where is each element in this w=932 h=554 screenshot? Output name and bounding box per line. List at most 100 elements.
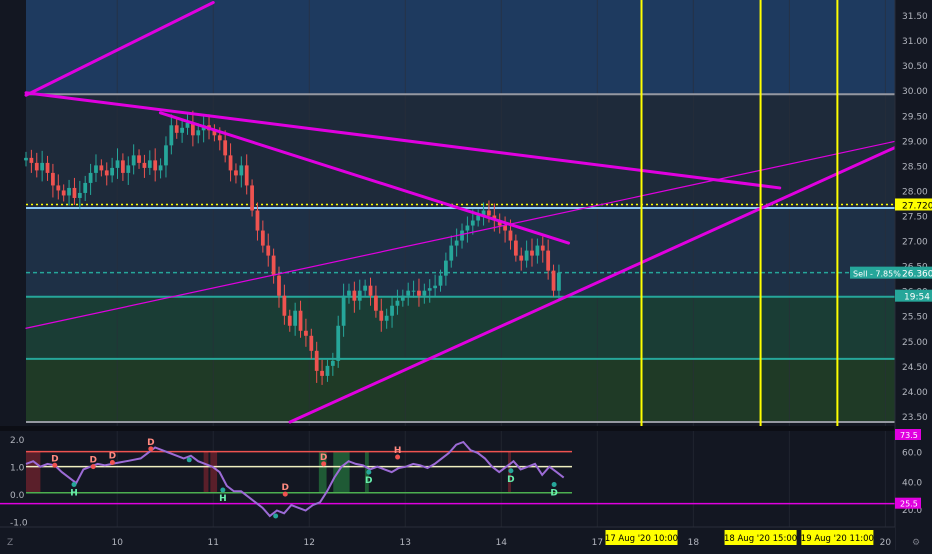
candle-body xyxy=(212,130,217,136)
candle-body xyxy=(99,165,104,171)
osc-marker-dot xyxy=(282,491,288,497)
candle-body xyxy=(287,315,292,326)
osc-left-tick: 1.0 xyxy=(10,464,25,474)
candle-body xyxy=(56,185,61,191)
candle-body xyxy=(363,285,368,291)
candle-body xyxy=(519,255,524,261)
candle-body xyxy=(497,220,502,226)
price-label-bg xyxy=(895,198,932,211)
trendline-1 xyxy=(24,91,782,190)
date-label-bg xyxy=(801,530,874,545)
trendline-4 xyxy=(25,139,901,329)
candle-body xyxy=(234,170,238,176)
price-zone-4 xyxy=(26,358,895,422)
price-zone-3 xyxy=(26,296,895,359)
price-tick-label: 30.50 xyxy=(902,62,928,72)
price-tick-label: 23.50 xyxy=(902,413,928,423)
candle-body xyxy=(304,330,308,336)
time-tick-label: 14 xyxy=(496,538,508,548)
osc-marker-dot xyxy=(186,457,192,463)
candle-body xyxy=(185,122,190,128)
candle-body xyxy=(320,370,324,376)
candle-body xyxy=(443,260,448,276)
candle-body xyxy=(438,275,443,286)
candle-body xyxy=(61,190,66,196)
candle-body xyxy=(164,145,168,166)
price-tick-label: 24.50 xyxy=(902,363,928,373)
osc-marker-dot xyxy=(220,487,226,493)
price-tick-label: 29.50 xyxy=(902,112,928,122)
osc-marker-label: H xyxy=(70,488,78,498)
candle-body xyxy=(368,285,373,296)
price-zone-1 xyxy=(26,94,895,208)
candle-body xyxy=(508,230,513,241)
candle-body xyxy=(77,192,82,198)
price-zone-0 xyxy=(26,0,895,95)
candle-body xyxy=(45,162,50,173)
candle-body xyxy=(330,360,335,366)
timer-label-bg xyxy=(895,289,932,302)
osc-pink-label: 25.5 xyxy=(900,500,918,509)
price-tick-label: 27.50 xyxy=(902,213,928,223)
candle-body xyxy=(535,245,540,256)
candle-body xyxy=(336,325,341,361)
candle-body xyxy=(34,162,39,171)
price-tick-label: 27.00 xyxy=(902,238,928,248)
osc-right-tick: 60.0 xyxy=(902,449,922,459)
candle-body xyxy=(255,210,260,231)
candle-body xyxy=(282,295,287,316)
osc-pink-label: 73.5 xyxy=(900,431,918,440)
price-tick-label: 25.00 xyxy=(902,338,928,348)
candle-body xyxy=(180,127,184,133)
candle-body xyxy=(142,162,147,168)
candle-body xyxy=(481,210,486,216)
settings-gear-icon[interactable]: ⚙ xyxy=(912,538,920,548)
osc-marker-label: D xyxy=(550,488,557,498)
candle-body xyxy=(110,167,115,176)
candle-body xyxy=(422,290,427,296)
candle-body xyxy=(244,165,249,186)
sell-label[interactable]: Sell - 7.85% xyxy=(853,270,901,279)
date-label-bg xyxy=(605,530,678,545)
timezone-icon[interactable]: Z xyxy=(7,538,13,548)
price-zone-2 xyxy=(26,207,895,297)
candle-body xyxy=(352,290,357,301)
candle-body xyxy=(476,215,481,221)
candle-body xyxy=(153,160,158,171)
osc-marker-dot xyxy=(366,469,372,475)
candle-body xyxy=(104,170,109,176)
candle-body xyxy=(470,220,475,226)
osc-marker-dot xyxy=(52,462,58,468)
osc-marker-label: H xyxy=(219,494,227,504)
candle-body xyxy=(277,275,281,296)
candle-body xyxy=(24,157,28,161)
candle-body xyxy=(454,240,459,246)
osc-pink-label-bg xyxy=(895,429,921,440)
price-tick-label: 28.00 xyxy=(902,187,928,197)
candle-body xyxy=(314,350,319,371)
date-label: 17 Aug '20 10:00 xyxy=(605,534,678,544)
candle-body xyxy=(223,140,228,156)
osc-shade-2 xyxy=(210,451,218,493)
candle-body xyxy=(417,290,421,296)
candle-body xyxy=(190,122,195,136)
candle-body xyxy=(395,300,400,306)
sell-label-bg[interactable] xyxy=(850,266,895,279)
candle-body xyxy=(83,182,88,193)
candle-body xyxy=(169,125,174,146)
candle-body xyxy=(427,288,432,291)
osc-shade-1 xyxy=(203,451,209,493)
time-tick-label: 10 xyxy=(111,538,123,548)
candle-body xyxy=(239,165,244,176)
osc-shade-4 xyxy=(333,451,350,493)
candle-body xyxy=(29,157,34,163)
candle-body xyxy=(266,245,271,256)
candle-body xyxy=(384,315,389,321)
candle-body xyxy=(293,310,298,326)
trendline-3 xyxy=(288,143,902,424)
time-tick-label: 11 xyxy=(208,538,219,548)
osc-left-tick: -1.0 xyxy=(10,519,28,529)
candle-body xyxy=(546,250,551,271)
